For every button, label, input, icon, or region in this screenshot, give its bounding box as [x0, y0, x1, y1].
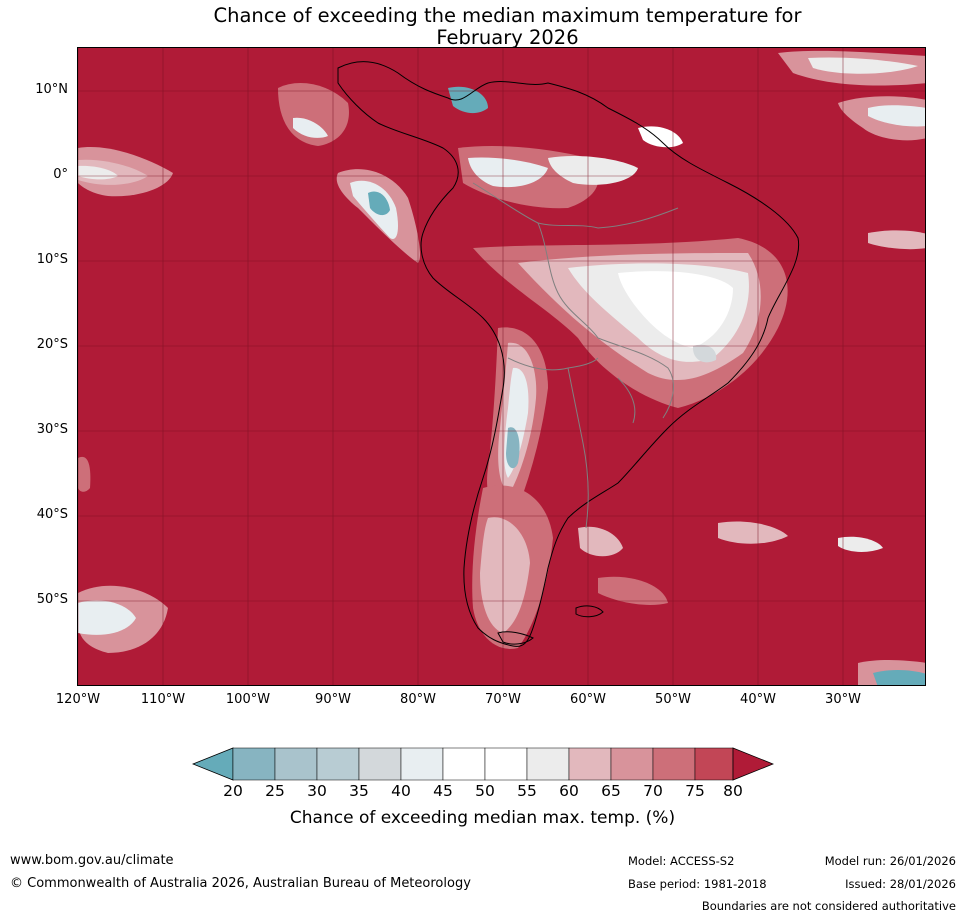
lat-label-20s: 20°S — [36, 337, 68, 352]
patch-brazil-cool — [692, 344, 717, 363]
patch-brazil-core — [618, 271, 733, 348]
patch-colombia-inner — [468, 157, 548, 188]
colorbar-tick-30: 30 — [307, 782, 327, 800]
colorbar-swatch-25-30 — [274, 747, 318, 781]
patch-south-atlantic-1 — [718, 521, 788, 544]
footer-copyright: © Commonwealth of Australia 2026, Austra… — [10, 876, 471, 891]
colorbar-tick-60: 60 — [559, 782, 579, 800]
colorbar-svg — [191, 747, 775, 781]
country-borders — [472, 182, 679, 529]
colorbar-high-arrow — [732, 747, 775, 781]
colorbar-swatch-30-35 — [316, 747, 360, 781]
footer-website: www.bom.gov.au/climate — [10, 853, 174, 868]
patch-patagonia-inner — [480, 517, 530, 633]
lon-label-40w: 40°W — [740, 692, 776, 707]
colorbar-tick-80: 80 — [723, 782, 743, 800]
south-america-coastline — [337, 61, 800, 647]
footer-base-period: Base period: 1981-2018 — [628, 877, 767, 891]
colorbar-swatch-35-40 — [358, 747, 402, 781]
colorbar-swatch-20-25 — [232, 747, 276, 781]
lon-label-100w: 100°W — [225, 692, 271, 707]
colorbar-swatch-55-60 — [526, 747, 570, 781]
colorbar-tick-55: 55 — [517, 782, 537, 800]
colorbar-label: Chance of exceeding median max. temp. (%… — [289, 808, 676, 828]
ocean-patches — [78, 50, 925, 685]
lon-label-110w: 110°W — [140, 692, 186, 707]
lat-label-50s: 50°S — [36, 592, 68, 607]
footer-disclaimer: Boundaries are not considered authoritat… — [701, 899, 956, 913]
colorbar-tick-25: 25 — [265, 782, 285, 800]
map-title: Chance of exceeding the median maximum t… — [0, 5, 965, 49]
tierra-del-fuego — [497, 631, 534, 645]
lon-label-90w: 90°W — [315, 692, 351, 707]
patch-falklands-region — [578, 526, 623, 557]
colorbar-tick-65: 65 — [601, 782, 621, 800]
lat-label-10s: 10°S — [36, 252, 68, 267]
colorbar-swatch-40-45 — [400, 747, 444, 781]
colorbar-swatch-45-50 — [442, 747, 486, 781]
colorbar-low-arrow — [191, 747, 234, 781]
colorbar-swatch-60-65 — [568, 747, 612, 781]
map-svg — [78, 48, 925, 685]
colorbar-tick-40: 40 — [391, 782, 411, 800]
colorbar-tick-75: 75 — [685, 782, 705, 800]
colorbar-swatch-50-55 — [484, 747, 528, 781]
lon-label-70w: 70°W — [485, 692, 521, 707]
patch-south-atlantic-2 — [838, 536, 883, 552]
colorbar-tick-45: 45 — [433, 782, 453, 800]
colorbar-tick-20: 20 — [223, 782, 243, 800]
patch-north-pacific-inner — [293, 117, 328, 138]
footer-issued: Issued: 28/01/2026 — [845, 877, 956, 891]
patch-equator-pacific-core — [368, 191, 390, 216]
footer-model: Model: ACCESS-S2 — [628, 854, 735, 868]
patch-east-atlantic — [868, 230, 925, 250]
patch-west-edge — [78, 456, 91, 492]
lon-label-60w: 60°W — [570, 692, 606, 707]
colorbar-swatch-70-75 — [652, 747, 696, 781]
lon-label-50w: 50°W — [655, 692, 691, 707]
colorbar-tick-70: 70 — [643, 782, 663, 800]
probability-map — [77, 47, 926, 686]
colorbar — [191, 747, 775, 781]
patch-north-edge-inner — [808, 57, 918, 74]
patch-north-atlantic-inner — [868, 105, 925, 127]
graticule — [78, 48, 925, 685]
lon-label-120w: 120°W — [55, 692, 101, 707]
patch-southeast-core — [873, 670, 925, 685]
falkland-islands — [575, 605, 604, 618]
patch-andes-cool — [506, 427, 520, 469]
patch-caribbean — [448, 86, 488, 114]
land-patches — [448, 86, 788, 649]
patch-south-atlantic-3 — [598, 576, 668, 605]
footer-model-run: Model run: 26/01/2026 — [824, 854, 956, 868]
patch-venezuela — [548, 156, 638, 185]
colorbar-swatch-65-70 — [610, 747, 654, 781]
colorbar-tick-50: 50 — [475, 782, 495, 800]
patch-south-pacific-inner — [78, 600, 136, 635]
title-line-1: Chance of exceeding the median maximum t… — [213, 4, 802, 27]
lat-label-10n: 10°N — [35, 82, 68, 97]
title-line-2: February 2026 — [436, 26, 579, 49]
lat-label-0: 0° — [53, 167, 68, 182]
colorbar-tick-35: 35 — [349, 782, 369, 800]
lat-label-40s: 40°S — [36, 507, 68, 522]
lon-label-80w: 80°W — [400, 692, 436, 707]
colorbar-swatch-75-80 — [694, 747, 734, 781]
lat-label-30s: 30°S — [36, 422, 68, 437]
lon-label-30w: 30°W — [825, 692, 861, 707]
